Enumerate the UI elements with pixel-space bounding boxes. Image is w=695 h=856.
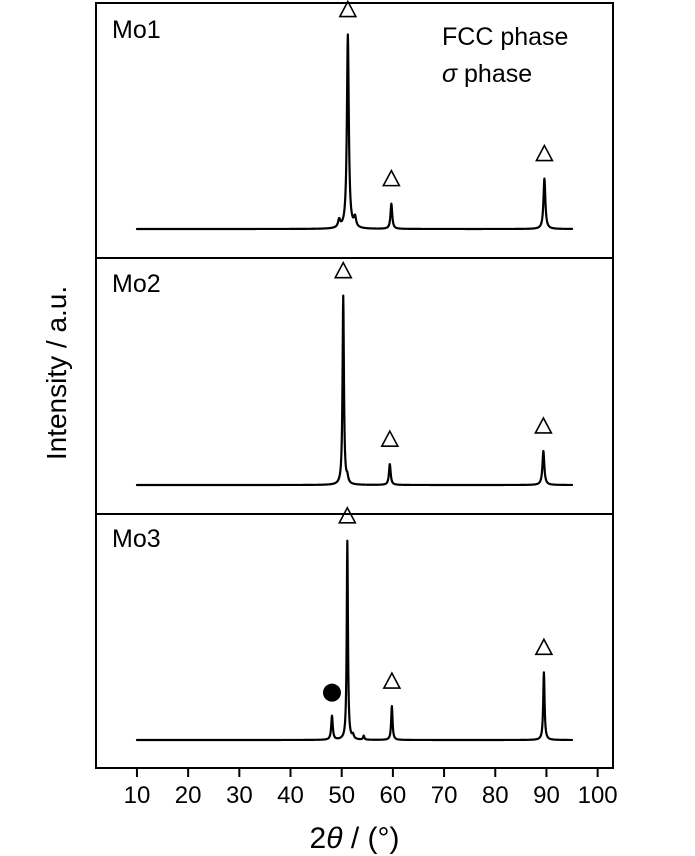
- series-line: [135, 539, 574, 742]
- x-tick-label: 60: [380, 782, 407, 809]
- sigma-marker: [322, 683, 341, 702]
- panel-label: Mo2: [112, 270, 161, 298]
- y-axis-label: Intensity / a.u.: [41, 286, 72, 460]
- panel-mo1: Mo1: [112, 0, 574, 231]
- panel-mo2: Mo2: [112, 260, 574, 487]
- legend-entry: FCC phase: [442, 23, 568, 51]
- fcc-marker: [534, 416, 553, 434]
- panel-label: Mo3: [112, 525, 161, 553]
- series-line: [135, 294, 574, 487]
- fcc-marker: [382, 168, 401, 187]
- fcc-marker: [333, 260, 353, 279]
- x-tick-label: 10: [124, 782, 151, 809]
- fcc-marker: [382, 671, 402, 689]
- panels: Mo1 Mo2 Mo3: [95, 0, 614, 769]
- x-tick-label: 100: [578, 782, 618, 809]
- x-tick-label: 50: [328, 782, 355, 809]
- panel-mo3: Mo3: [112, 506, 574, 742]
- plot-frame: [95, 2, 614, 769]
- fcc-marker: [535, 143, 554, 162]
- fcc-marker: [338, 506, 357, 524]
- fcc-marker: [380, 429, 400, 447]
- x-tick-label: 90: [533, 782, 560, 809]
- fcc-marker: [338, 0, 358, 18]
- legend: FCC phase σ phase: [442, 23, 568, 88]
- series-line: [135, 33, 574, 231]
- x-tick-label: 40: [277, 782, 304, 809]
- fcc-marker: [534, 637, 554, 656]
- panel-label: Mo1: [112, 16, 161, 44]
- x-tick-label: 70: [431, 782, 458, 809]
- x-axis: 10 20 30 40 50 60 70 80 90 100 2θ / (°): [124, 768, 618, 855]
- x-tick-label: 80: [482, 782, 509, 809]
- x-axis-label: 2θ / (°): [310, 822, 400, 855]
- legend-entry: σ phase: [442, 60, 532, 88]
- x-tick-label: 30: [226, 782, 253, 809]
- x-tick-label: 20: [175, 782, 202, 809]
